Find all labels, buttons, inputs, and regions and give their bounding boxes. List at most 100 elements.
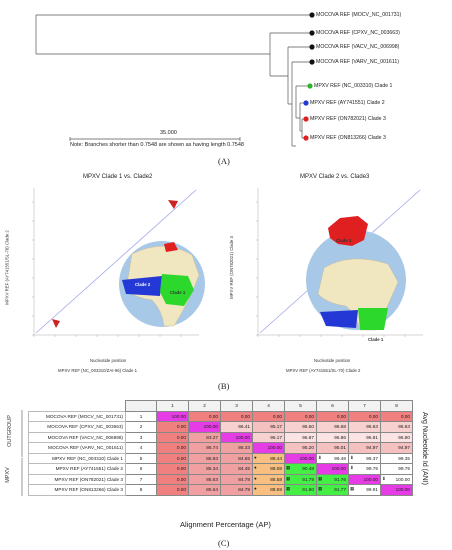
ani-cell: 94.97 xyxy=(380,442,413,454)
cell-value: 100.00 xyxy=(395,487,410,493)
cell-marker-icon: ● xyxy=(254,454,257,460)
dotplot-1-xlabel: MPXV REF (NC_003310/ZAI-96) Clade 1 xyxy=(58,368,138,373)
ani-cell: ● 88.58 xyxy=(252,473,285,485)
tree-leaf-label: MPXV REF (ON813266) Clade 3 xyxy=(310,135,386,141)
ani-cell: 85.34 xyxy=(188,463,221,475)
ani-cell: 85.93 xyxy=(188,452,221,464)
tree-note: Note: Branches shorter than 0.7548 are s… xyxy=(70,142,244,148)
cell-value: 0.00 xyxy=(208,413,218,419)
cell-value: 0.00 xyxy=(304,413,314,419)
cell-marker-icon: ● xyxy=(254,486,257,491)
ani-cell: 100.00 xyxy=(284,452,317,464)
dotplot-2 xyxy=(256,188,423,337)
cell-value: 0.00 xyxy=(176,445,186,451)
ani-table: 1 2 3 4 5 6 7 8 MOCOVA REF (MOCV_NC_001731) 1 100.… xyxy=(28,400,413,496)
cell-marker-icon: ⬇ xyxy=(382,475,386,481)
ani-cell: 100.00 xyxy=(156,410,189,422)
cell-value: 84.78 xyxy=(238,476,250,482)
panel-a-label: (A) xyxy=(218,156,230,166)
ani-cell: 95.63 xyxy=(348,421,381,433)
row-name: MPXV REF (NC_003310) Clade 1 xyxy=(28,452,126,464)
map-label-clade1-a: Clade 1 xyxy=(170,290,186,295)
row-name: MPXV REF (ON782021) Clade 3 xyxy=(28,473,126,485)
cell-value: 96.86 xyxy=(334,434,346,440)
ani-cell: 100.00 xyxy=(380,484,413,496)
cell-value: 0.00 xyxy=(176,434,186,440)
table-row: MOCOVA REF (VARV_NC_001611) 4 0.00 86.74 86.… xyxy=(28,442,413,454)
ani-axis-label: Avg Nucleotide Id (ANI) xyxy=(421,411,429,486)
table-row: MPXV REF (AY741551) Clade 2 6 0.00 85.34 84.… xyxy=(28,463,413,475)
dotplot-2-xlabel-top: Nucleotide position xyxy=(314,358,351,363)
ani-cell: 0.00 xyxy=(156,484,189,496)
ani-cell: 100.00 xyxy=(348,473,381,485)
cell-marker-icon: ▦ xyxy=(286,475,291,481)
cell-value: 0.00 xyxy=(176,487,186,493)
tree-leaf-dot xyxy=(309,59,315,65)
map-label-clade2-b: Clade 2 xyxy=(330,329,346,334)
ani-cell: ● 88.44 xyxy=(252,452,285,464)
column-header: 7 xyxy=(348,400,381,412)
ani-cell: 96.87 xyxy=(284,431,317,443)
ani-cell: 85.63 xyxy=(188,473,221,485)
ani-cell: 99.35 xyxy=(380,452,413,464)
ani-cell: ▦ 91.79 xyxy=(284,473,317,485)
cell-value: 0.00 xyxy=(176,476,186,482)
tree-leaf-dot xyxy=(303,100,309,106)
cell-marker-icon: ▦ xyxy=(286,486,291,491)
cell-marker-icon: ● xyxy=(254,465,257,470)
cell-value: 99.75 xyxy=(398,466,410,472)
cell-value: 0.00 xyxy=(336,413,346,419)
ani-cell: 95.17 xyxy=(252,421,285,433)
cell-marker-icon: ⬇ xyxy=(350,454,354,460)
ani-cell: 0.00 xyxy=(316,410,349,422)
column-header: 4 xyxy=(252,400,285,412)
cell-value: 85.34 xyxy=(206,466,218,472)
ani-cell: ⬇ 100.00 xyxy=(380,473,413,485)
cell-value: 0.00 xyxy=(176,466,186,472)
cell-value: 0.00 xyxy=(400,413,410,419)
cell-value: 99.91 xyxy=(366,487,378,493)
cell-value: 95.17 xyxy=(270,424,282,430)
ani-cell: 0.00 xyxy=(156,473,189,485)
cell-marker-icon: ▦ xyxy=(318,486,323,491)
panel-b-label: (B) xyxy=(218,381,230,391)
column-header: 1 xyxy=(156,400,189,412)
cell-value: 84.65 xyxy=(238,455,250,461)
column-header: 3 xyxy=(220,400,253,412)
group-mpxv: MPXV xyxy=(4,467,11,483)
ani-cell: 84.45 xyxy=(220,463,253,475)
cell-value: 95.63 xyxy=(366,424,378,430)
ani-cell: ⬇ 99.75 xyxy=(348,463,381,475)
cell-value: 91.76 xyxy=(334,476,346,482)
cell-value: 95.01 xyxy=(334,445,346,451)
row-index: 6 xyxy=(125,463,157,475)
ani-cell: 94.97 xyxy=(348,442,381,454)
ani-cell: ● 88.08 xyxy=(252,463,285,475)
ani-cell: ● 88.59 xyxy=(252,484,285,496)
row-index: 4 xyxy=(125,442,157,454)
ani-cell: 95.20 xyxy=(284,442,317,454)
phylogenetic-tree xyxy=(35,12,315,147)
map-label-clade2-a: Clade 2 xyxy=(135,282,151,287)
cell-value: 90.48 xyxy=(302,466,314,472)
ani-cell: 100.00 xyxy=(188,421,221,433)
dot-marker xyxy=(168,200,178,209)
cell-value: 0.00 xyxy=(368,413,378,419)
tree-leaf-label: MOCOVA REF (VACV_NC_006998) xyxy=(316,44,400,50)
cell-value: 96.80 xyxy=(398,434,410,440)
map-label-clade1-b: Clade 1 xyxy=(368,337,384,342)
ani-cell: 84.79 xyxy=(220,484,253,496)
cell-value: 91.80 xyxy=(302,487,314,493)
tree-leaf-label: MPXV REF (AY741551) Clade 2 xyxy=(310,100,385,106)
cell-value: 85.64 xyxy=(206,487,218,493)
ani-cell: 100.00 xyxy=(252,442,285,454)
row-index: 7 xyxy=(125,473,157,485)
table-row: MOCOVA REF (MOCV_NC_001731) 1 100.00 0.00 0.… xyxy=(28,410,413,422)
ani-cell: 0.00 xyxy=(188,410,221,422)
cell-value: 86.74 xyxy=(206,445,218,451)
row-name: MOCOVA REF (MOCV_NC_001731) xyxy=(28,410,126,422)
ani-cell: 0.00 xyxy=(156,452,189,464)
ani-cell: ⬇ 99.48 xyxy=(316,452,349,464)
row-index: 8 xyxy=(125,484,157,496)
scale-bar-value: 35.000 xyxy=(160,130,177,136)
